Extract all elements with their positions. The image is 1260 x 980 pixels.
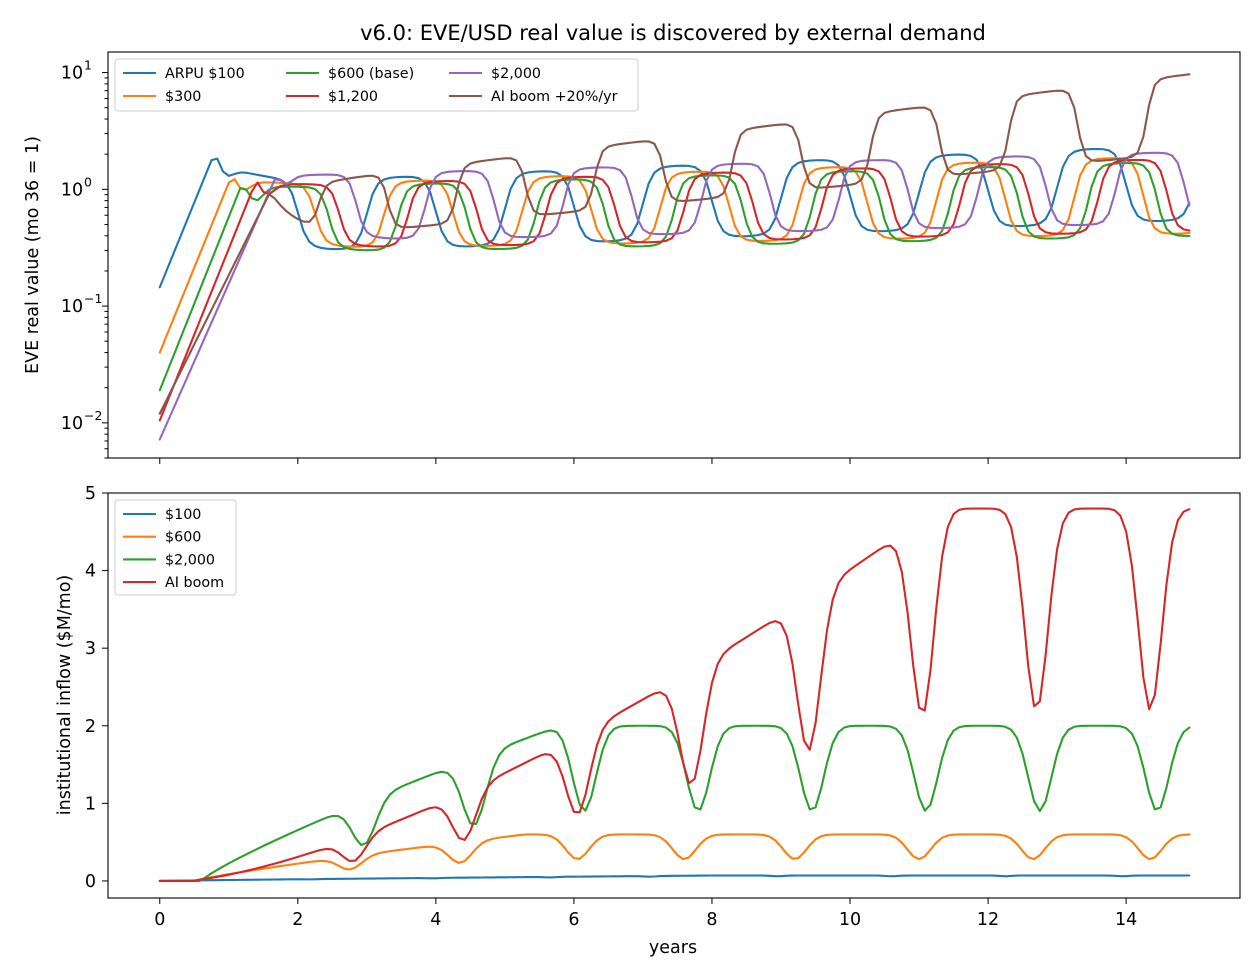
legend-label-ai-boom: AI boom [165, 575, 224, 591]
x-tick-label: 4 [430, 910, 441, 930]
legend-label-600: $600 [165, 530, 201, 546]
chart-title: v6.0: EVE/USD real value is discovered b… [360, 21, 986, 45]
y-tick-label: 0 [85, 872, 96, 892]
x-tick-label: 0 [154, 910, 165, 930]
top-series-group [158, 73, 1191, 441]
series-line-100 [158, 874, 1191, 882]
x-tick-label: 2 [292, 910, 303, 930]
series-line-ai-boom [158, 507, 1191, 882]
y-tick-label-exponent: −2 [84, 408, 102, 423]
y-tick-label: 2 [85, 717, 96, 737]
legend-label-2-000: $2,000 [491, 66, 541, 82]
series-line-ai-boom-20-yr [158, 73, 1191, 415]
y-tick-label-exponent: 1 [84, 58, 92, 73]
bottom-y-axis-label: institutional inflow ($M/mo) [55, 575, 75, 816]
y-tick-label: 4 [85, 562, 96, 582]
y-tick-label: 1 [85, 794, 96, 814]
legend-label-100: $100 [165, 507, 201, 523]
top-plot-frame [107, 51, 1241, 459]
series-line-600 [158, 833, 1191, 882]
legend-label-arpu-100: ARPU $100 [165, 66, 245, 82]
y-tick-label: 5 [85, 484, 96, 504]
x-tick-label: 12 [977, 910, 999, 930]
legend-label-ai-boom-20-yr: AI boom +20%/yr [491, 89, 618, 105]
bottom-legend: $100 $600 $2,000 AI boom [114, 499, 237, 596]
y-tick-label: 3 [85, 639, 96, 659]
legend-frame [114, 58, 639, 112]
x-tick-label: 14 [1115, 910, 1137, 930]
legend-label-1-200: $1,200 [328, 89, 378, 105]
y-tick-label-exponent: −1 [84, 291, 102, 306]
top-legend: ARPU $100 $300 $600 (base) $1,200 $2,000 AI b… [114, 58, 639, 112]
y-tick-label: 10 [61, 64, 83, 84]
series-line-2-000 [158, 151, 1191, 441]
top-y-axis-label: EVE real value (mo 36 = 1) [23, 136, 43, 374]
y-tick-label: 10 [61, 414, 83, 434]
x-tick-label: 10 [839, 910, 861, 930]
series-line-arpu-100 [158, 147, 1191, 289]
bottom-plot-frame [107, 492, 1241, 899]
series-line-2-000 [158, 724, 1191, 882]
bottom-x-axis-label: years [649, 938, 697, 958]
legend-label-2-000: $2,000 [165, 552, 215, 568]
legend-label-600-base: $600 (base) [328, 66, 414, 82]
legend-label-300: $300 [165, 89, 201, 105]
x-tick-label: 6 [568, 910, 579, 930]
bottom-series-group [158, 507, 1191, 882]
y-tick-label: 10 [61, 297, 83, 317]
y-tick-label-exponent: 0 [84, 174, 92, 189]
legend-frame [114, 499, 237, 596]
series-line-600-base [158, 161, 1191, 392]
y-tick-label: 10 [61, 180, 83, 200]
x-tick-label: 8 [706, 910, 717, 930]
series-line-300 [158, 157, 1191, 354]
